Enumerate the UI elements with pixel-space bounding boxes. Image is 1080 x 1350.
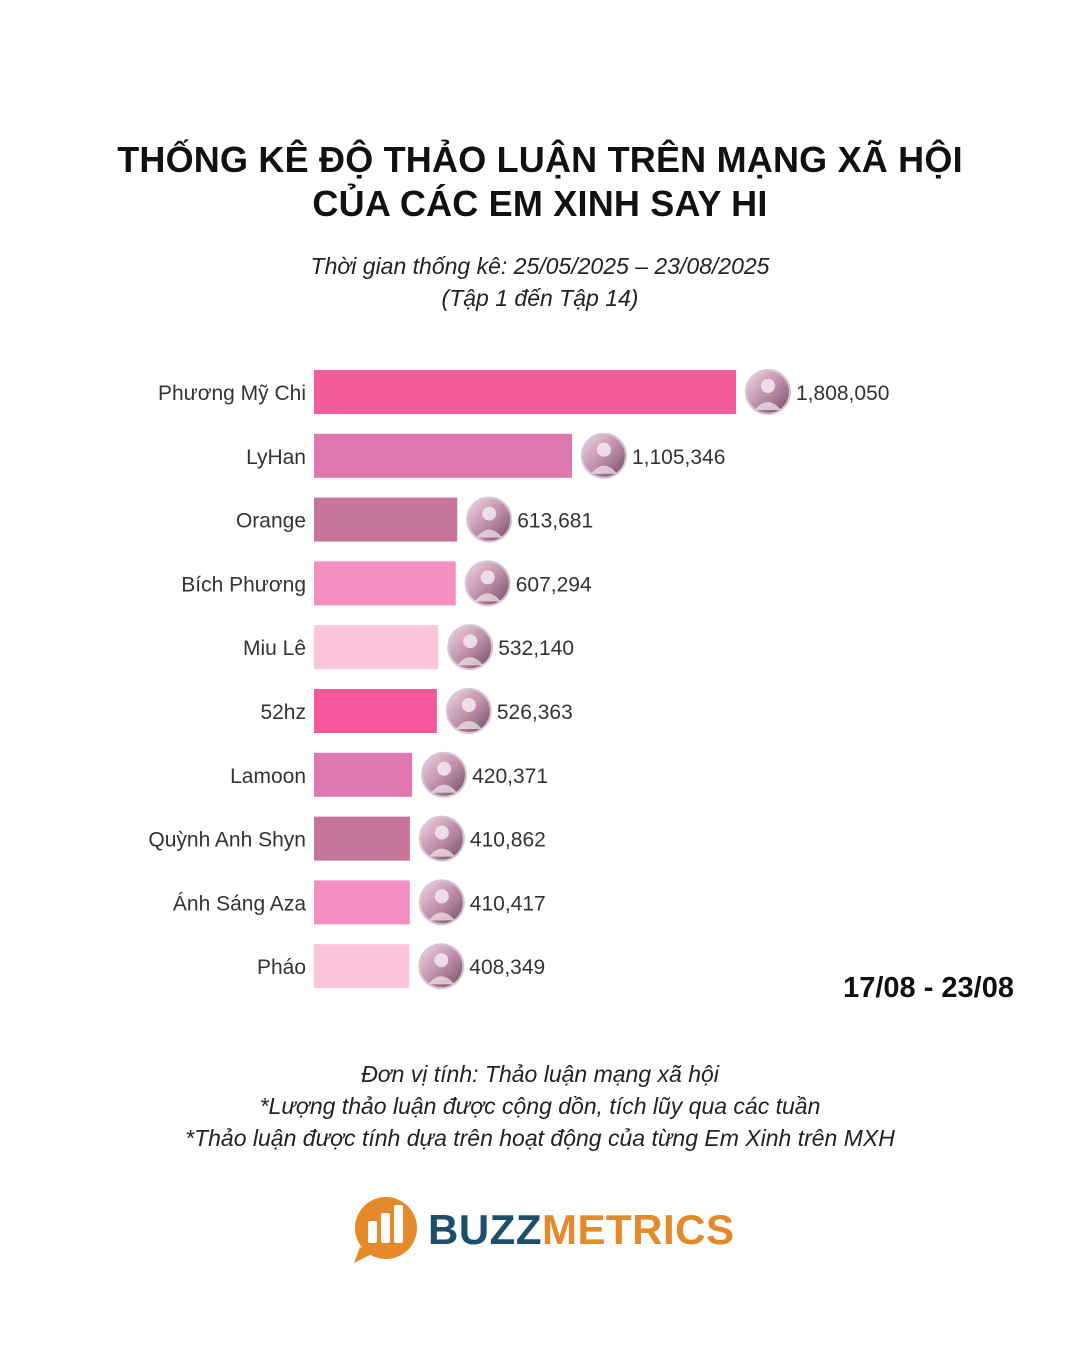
category-label: 52hz [260, 701, 306, 724]
bar [314, 370, 736, 414]
value-label: 420,371 [472, 765, 548, 788]
value-label: 532,140 [498, 637, 574, 660]
value-label: 1,808,050 [796, 382, 889, 405]
bar [314, 497, 458, 542]
logo-text-metrics: METRICS [541, 1206, 735, 1253]
footnote-unit: Đơn vị tính: Thảo luận mạng xã hội [361, 1061, 719, 1087]
value-label: 410,417 [470, 892, 546, 915]
category-label: Miu Lê [243, 637, 306, 660]
avatar-photo-icon [418, 815, 465, 862]
category-label: Bích Phương [181, 573, 306, 596]
subtitle-period: Thời gian thống kê: 25/05/2025 – 23/08/2… [310, 253, 770, 279]
chart-subtitle: Thời gian thống kê: 25/05/2025 – 23/08/2… [0, 250, 1080, 314]
avatar-photo-icon [745, 369, 791, 415]
value-label: 613,681 [517, 510, 593, 533]
bar [314, 880, 410, 925]
category-label: Lamoon [230, 765, 306, 788]
value-label: 607,294 [516, 573, 592, 596]
category-label: Phương Mỹ Chi [158, 382, 306, 405]
bar [314, 816, 410, 861]
bar [314, 944, 410, 989]
footnote-method: *Thảo luận được tính dựa trên hoạt động … [185, 1125, 895, 1151]
buzzmetrics-logo-icon [354, 1197, 417, 1263]
avatar-photo-icon [445, 688, 492, 734]
avatar-photo-icon [418, 943, 465, 990]
category-label: LyHan [246, 446, 306, 469]
category-label: Pháo [257, 956, 306, 979]
bar [314, 752, 413, 797]
chart-title: THỐNG KÊ ĐỘ THẢO LUẬN TRÊN MẠNG XÃ HỘI C… [0, 138, 1080, 226]
value-label: 1,105,346 [632, 446, 725, 469]
bar-chart: Phương Mỹ Chi 1,808,050 LyHan 1,105,346 Oran… [148, 369, 889, 990]
category-label: Ánh Sáng Aza [173, 892, 306, 915]
avatar-photo-icon [580, 432, 627, 479]
category-label: Orange [236, 510, 306, 533]
avatar-photo-icon [466, 496, 513, 543]
buzzmetrics-logo: BUZZMETRICS [350, 1195, 734, 1265]
subtitle-episodes: (Tập 1 đến Tập 14) [441, 285, 639, 311]
avatar-photo-icon [421, 751, 468, 798]
value-label: 526,363 [497, 701, 573, 724]
buzzmetrics-wordmark: BUZZMETRICS [428, 1206, 734, 1254]
bar [314, 561, 456, 606]
footnotes: Đơn vị tính: Thảo luận mạng xã hội *Lượn… [0, 1058, 1080, 1154]
value-label: 410,862 [470, 829, 546, 852]
bar [314, 689, 437, 733]
week-range-label: 17/08 - 23/08 [843, 972, 1014, 1004]
avatar-photo-icon [464, 560, 511, 607]
category-label: Quỳnh Anh Shyn [148, 829, 306, 852]
bar [314, 433, 572, 478]
chart-title-line2: CỦA CÁC EM XINH SAY HI [312, 183, 768, 224]
chart-title-line1: THỐNG KÊ ĐỘ THẢO LUẬN TRÊN MẠNG XÃ HỘI [117, 139, 963, 180]
avatar-photo-icon [447, 624, 494, 671]
bars-layer: Phương Mỹ Chi 1,808,050 LyHan 1,105,346 Oran… [148, 369, 889, 990]
avatar-photo-icon [418, 879, 465, 926]
footnote-cumulative: *Lượng thảo luận được cộng dồn, tích lũy… [259, 1093, 821, 1119]
logo-text-buzz: BUZZ [428, 1206, 542, 1253]
bar [314, 625, 439, 670]
value-label: 408,349 [469, 956, 545, 979]
